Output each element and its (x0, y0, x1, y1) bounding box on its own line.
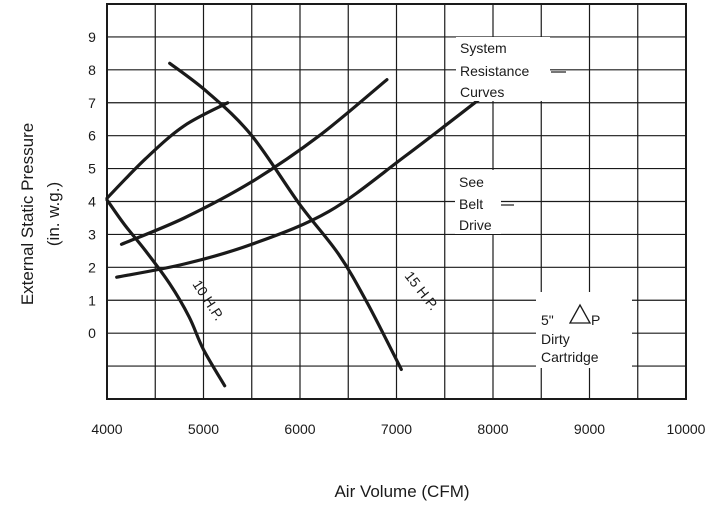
chart-series (105, 61, 566, 388)
y-axis-label: External Static Pressure (18, 123, 37, 305)
axis-ticks: 4000 5000 6000 7000 8000 9000 10000 0 1 2 3 4 5 6 7 8 9 (88, 29, 706, 437)
x-tick-label: 8000 (477, 421, 508, 437)
annotation-text: See (459, 174, 484, 190)
y-tick-label: 0 (88, 325, 96, 341)
annotation-text: Cartridge (541, 349, 599, 365)
annotation-text: System (460, 40, 507, 56)
annotation-text: 5" (541, 312, 554, 328)
fan-curve-10hp (105, 198, 227, 388)
x-axis-label: Air Volume (CFM) (334, 482, 469, 501)
x-tick-label: 6000 (284, 421, 315, 437)
annotation-text: Belt (459, 196, 483, 212)
annotation-text: Drive (459, 217, 492, 233)
y-tick-label: 1 (88, 292, 96, 308)
annotation-text: Dirty (541, 331, 570, 347)
y-tick-label: 3 (88, 226, 96, 242)
annotation-text: Resistance (460, 63, 529, 79)
annotation-dirty-cartridge: 5" P Dirty Cartridge (536, 292, 632, 368)
system-resistance-curve-4 (115, 94, 485, 279)
x-tick-label: 5000 (188, 421, 219, 437)
x-tick-label: 7000 (381, 421, 412, 437)
series-label-15hp: 15 H.P. (402, 268, 442, 313)
system-resistance-curve-2 (105, 101, 230, 200)
fan-curve-15hp (168, 61, 403, 371)
y-tick-label: 9 (88, 29, 96, 45)
annotation-see-belt-drive: See Belt Drive (455, 170, 501, 234)
y-tick-label: 7 (88, 95, 96, 111)
annotation-text: Curves (460, 84, 504, 100)
y-tick-label: 5 (88, 161, 96, 177)
triangle-delta-icon (568, 303, 592, 324)
plot-frame (106, 3, 687, 400)
annotation-system-resistance: System Resistance Curves (456, 37, 550, 101)
y-tick-label: 4 (88, 194, 96, 210)
y-tick-label: 2 (88, 259, 96, 275)
annotation-text: P (591, 312, 600, 328)
x-tick-label: 4000 (91, 421, 122, 437)
x-tick-label: 10000 (667, 421, 706, 437)
y-tick-label: 8 (88, 62, 96, 78)
y-tick-label: 6 (88, 128, 96, 144)
y-axis-unit-label: (in. w.g.) (44, 182, 63, 246)
system-resistance-curve-3 (119, 78, 389, 246)
x-tick-label: 9000 (574, 421, 605, 437)
